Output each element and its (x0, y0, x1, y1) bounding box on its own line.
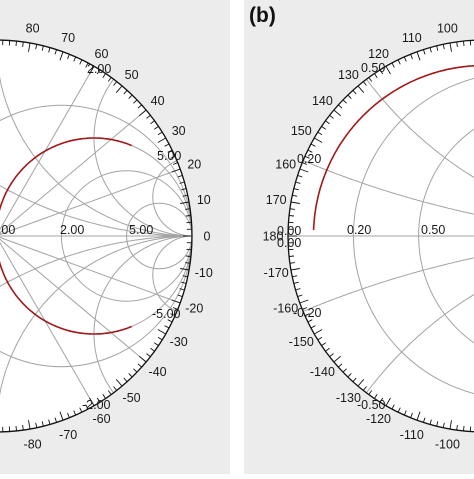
angle-label: -20 (185, 302, 203, 316)
label-x-minus-2: -2.00 (82, 398, 111, 412)
angle-label: -140 (310, 365, 335, 379)
angle-label: -60 (92, 412, 110, 426)
label-r-2: 2.00 (60, 223, 84, 237)
label-x-minus-0-5: -0.50 (357, 398, 386, 412)
label-x-5: 5.00 (157, 149, 181, 163)
label-x-minus-5: -5.00 (152, 307, 181, 321)
panel-b-label: (b) (249, 4, 276, 27)
angle-label: -50 (123, 391, 141, 405)
rim-tick (186, 256, 191, 257)
rim-tick (464, 41, 465, 46)
angle-label: -40 (149, 365, 167, 379)
label-r-5: 5.00 (129, 223, 153, 237)
angle-label: -80 (24, 437, 42, 451)
angle-label: -100 (435, 437, 460, 451)
angle-label: 20 (187, 157, 201, 171)
angle-label: 100 (437, 22, 458, 36)
angle-label: 40 (151, 94, 165, 108)
angle-label: -120 (366, 412, 391, 426)
angle-label: 160 (275, 157, 296, 171)
angle-label: 130 (338, 68, 359, 82)
rim-tick (16, 41, 17, 46)
rim-tick (16, 426, 17, 431)
label-r-0-5: 0.50 (421, 223, 445, 237)
angle-label: 30 (172, 124, 186, 138)
rim-tick (289, 216, 294, 217)
angle-label: 140 (312, 94, 333, 108)
angle-label: -170 (264, 266, 289, 280)
angle-label: 150 (291, 124, 312, 138)
angle-label: 70 (61, 31, 75, 45)
angle-label: -150 (289, 335, 314, 349)
angle-label: -10 (195, 266, 213, 280)
label-r-0-2: 0.20 (347, 223, 371, 237)
rim-tick (464, 426, 465, 431)
angle-label: -70 (59, 428, 77, 442)
angle-label: 60 (95, 47, 109, 61)
label-zero-bottom: 0.00 (277, 236, 301, 250)
rim-tick (289, 256, 294, 257)
label-x-0-2: 0.20 (297, 152, 321, 166)
angle-label: 120 (368, 47, 389, 61)
angle-label: 50 (125, 68, 139, 82)
angle-label: 110 (402, 31, 422, 45)
angle-label: 80 (26, 22, 40, 36)
angle-label: -110 (400, 428, 424, 442)
label-r-1: 1.00 (0, 223, 15, 237)
label-x-minus-0-2: -0.20 (293, 306, 322, 320)
angle-label: 10 (197, 193, 211, 207)
angle-label: -30 (170, 335, 188, 349)
rim-tick (186, 216, 191, 217)
label-x-2: 2.00 (87, 62, 111, 76)
angle-label: 170 (266, 193, 287, 207)
label-x-0-5: 0.50 (361, 61, 385, 75)
angle-label: 0 (204, 230, 211, 244)
